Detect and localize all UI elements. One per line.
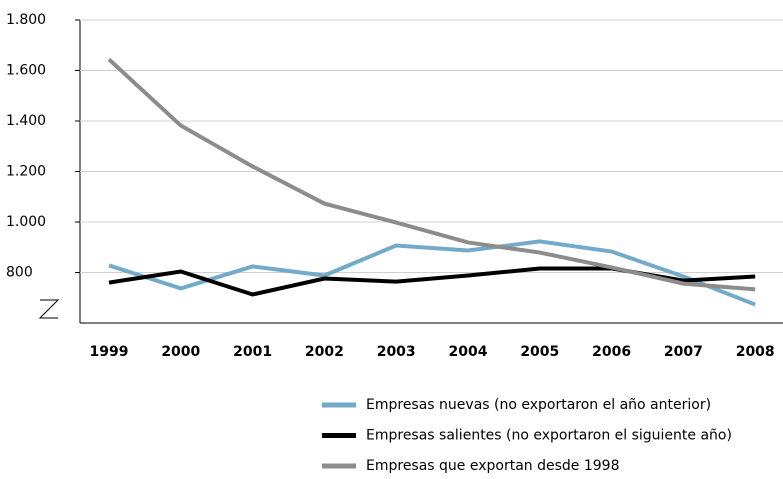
x-tick-label: 1999 [90, 344, 129, 360]
legend-label: Empresas nuevas (no exportaron el año an… [366, 397, 711, 413]
x-tick-label: 2008 [736, 344, 775, 360]
y-tick-label: 1.200 [6, 164, 46, 180]
x-tick-label: 2001 [233, 344, 272, 360]
x-tick-label: 2004 [449, 344, 488, 360]
x-tick-label: 2007 [664, 344, 703, 360]
series-line [107, 57, 756, 292]
y-tick-label: 1.600 [6, 63, 46, 79]
y-tick-label: 1.000 [6, 214, 46, 230]
x-tick-label: 2003 [377, 344, 416, 360]
x-tick-label: 2002 [305, 344, 344, 360]
y-tick-label: 1.400 [6, 113, 46, 129]
legend-label: Empresas que exportan desde 1998 [366, 458, 620, 474]
legend-label: Empresas salientes (no exportaron el sig… [366, 428, 732, 444]
x-tick-label: 2000 [161, 344, 200, 360]
y-tick-label: 1.800 [6, 12, 46, 28]
x-tick-label: 2005 [520, 344, 559, 360]
x-tick-label: 2006 [592, 344, 631, 360]
axis-break [38, 299, 60, 319]
y-tick-label: 800 [6, 265, 33, 281]
series-line [108, 239, 756, 307]
